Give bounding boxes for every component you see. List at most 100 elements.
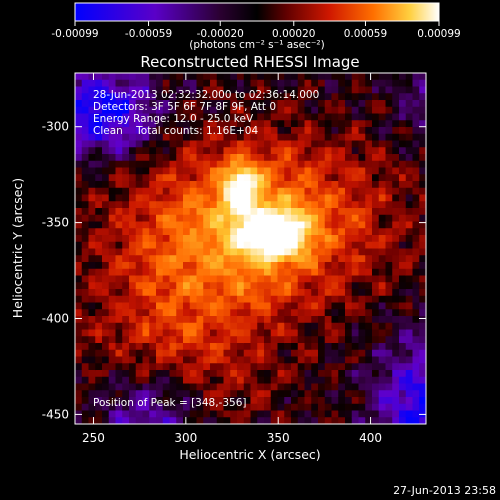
heatmap-cell	[183, 133, 191, 142]
heatmap-cell	[284, 349, 292, 358]
heatmap-cell	[291, 147, 299, 155]
heatmap-cell	[277, 248, 285, 256]
heatmap-cell	[250, 106, 258, 115]
heatmap-cell	[304, 255, 312, 263]
heatmap-cell	[318, 309, 326, 317]
heatmap-cell	[75, 336, 83, 344]
heatmap-cell	[412, 79, 420, 88]
heatmap-cell	[81, 127, 90, 135]
heatmap-cell	[243, 403, 252, 412]
heatmap-cell	[378, 133, 387, 142]
heatmap-cell	[419, 221, 426, 229]
heatmap-cell	[250, 201, 258, 209]
heatmap-cell	[149, 383, 157, 391]
heatmap-cell	[102, 376, 110, 385]
heatmap-cell	[250, 187, 258, 196]
heatmap-cell	[264, 181, 272, 189]
heatmap-cell	[102, 73, 110, 81]
heatmap-cell	[75, 275, 83, 283]
heatmap-cell	[81, 343, 90, 351]
heatmap-cell	[183, 336, 191, 344]
colorbar	[74, 2, 440, 22]
heatmap-cell	[365, 390, 373, 398]
heatmap-cell	[351, 133, 360, 142]
heatmap-cell	[237, 241, 245, 250]
heatmap-cell	[324, 309, 333, 317]
heatmap-cell	[129, 397, 137, 405]
heatmap-cell	[297, 100, 306, 108]
heatmap-cell	[81, 302, 90, 310]
heatmap-cell	[169, 336, 177, 344]
heatmap-cell	[210, 370, 218, 378]
heatmap-cell	[108, 181, 117, 189]
heatmap-cell	[108, 295, 117, 304]
heatmap-cell	[189, 120, 198, 128]
heatmap-cell	[257, 403, 265, 412]
heatmap-cell	[318, 201, 326, 209]
heatmap-cell	[81, 376, 90, 385]
heatmap-cell	[230, 201, 238, 209]
heatmap-cell	[122, 73, 130, 81]
heatmap-cell	[264, 187, 272, 196]
heatmap-cell	[122, 201, 130, 209]
heatmap-cell	[135, 262, 144, 270]
heatmap-cell	[122, 309, 130, 317]
heatmap-cell	[216, 336, 225, 344]
heatmap-cell	[358, 356, 366, 364]
heatmap-cell	[81, 410, 90, 418]
heatmap-cell	[257, 336, 265, 344]
heatmap-cell	[122, 410, 130, 418]
heatmap-cell	[156, 154, 164, 162]
heatmap-cell	[291, 275, 299, 283]
heatmap-cell	[331, 235, 339, 243]
heatmap-cell	[311, 349, 319, 358]
heatmap-cell	[412, 201, 420, 209]
heatmap-cell	[378, 181, 387, 189]
heatmap-cell	[270, 86, 279, 94]
heatmap-cell	[142, 343, 150, 351]
heatmap-cell	[156, 295, 164, 304]
heatmap-cell	[149, 167, 157, 175]
heatmap-cell	[196, 201, 204, 209]
heatmap-cell	[331, 133, 339, 142]
heatmap-cell	[345, 214, 353, 223]
heatmap-cell	[297, 282, 306, 290]
heatmap-cell	[338, 376, 346, 385]
heatmap-cell	[284, 417, 292, 424]
heatmap-cell	[216, 376, 225, 385]
heatmap-cell	[318, 154, 326, 162]
heatmap-cell	[216, 397, 225, 405]
heatmap-cell	[250, 376, 258, 385]
heatmap-cell	[412, 120, 420, 128]
heatmap-cell	[284, 363, 292, 371]
heatmap-cell	[345, 113, 353, 121]
heatmap-cell	[102, 403, 110, 412]
heatmap-cell	[115, 262, 123, 270]
heatmap-cell	[277, 329, 285, 337]
heatmap-cell	[304, 410, 312, 418]
heatmap-cell	[230, 174, 238, 182]
heatmap-cell	[189, 289, 198, 297]
heatmap-cell	[189, 214, 198, 223]
heatmap-cell	[399, 154, 407, 162]
heatmap-cell	[230, 167, 238, 175]
heatmap-cell	[149, 241, 157, 250]
heatmap-cell	[156, 370, 164, 378]
x-axis-label: Heliocentric X (arcsec)	[179, 447, 320, 462]
heatmap-cell	[75, 73, 83, 81]
heatmap-cell	[169, 113, 177, 121]
heatmap-cell	[230, 106, 238, 115]
heatmap-cell	[156, 248, 164, 256]
heatmap-cell	[405, 410, 414, 418]
heatmap-cell	[399, 93, 407, 101]
heatmap-cell	[223, 214, 231, 223]
heatmap-cell	[149, 336, 157, 344]
heatmap-cell	[385, 167, 393, 175]
heatmap-cell	[81, 383, 90, 391]
heatmap-cell	[304, 120, 312, 128]
heatmap-cell	[378, 316, 387, 324]
heatmap-cell	[405, 160, 414, 169]
heatmap-cell	[162, 370, 171, 378]
heatmap-cell	[419, 235, 426, 243]
heatmap-cell	[189, 154, 198, 162]
